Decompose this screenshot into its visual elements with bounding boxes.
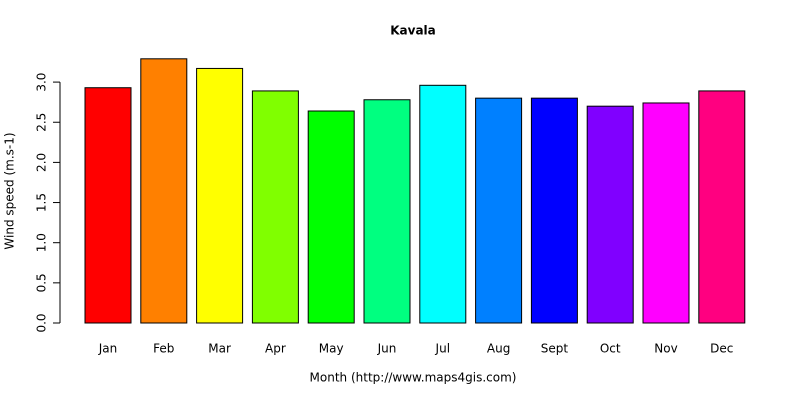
bar [530,97,578,324]
x-tick-label: Jul [435,342,450,356]
bar [419,84,467,324]
bar [698,90,746,324]
y-tick-label: 2.5 [35,113,49,132]
x-tick-label: Aug [487,342,510,356]
y-axis-label: Wind speed (m.s-1) [3,132,17,249]
bar [307,110,355,324]
bar [140,58,188,324]
x-tick-label: Mar [208,342,231,356]
y-tick-label: 1.0 [35,233,49,252]
y-tick-label: 3.0 [35,73,49,92]
x-tick-label: May [319,342,344,356]
x-tick-label: Feb [153,342,174,356]
bar [642,102,690,324]
x-tick-label: Dec [710,342,733,356]
y-tick-label: 2.0 [35,153,49,172]
x-tick-label: Jun [377,342,397,356]
x-tick-label: Oct [600,342,621,356]
x-tick-label: Nov [654,342,677,356]
x-tick-label: Apr [265,342,286,356]
bar [586,105,634,324]
y-tick-label: 0.0 [35,313,49,332]
x-tick-label: Jan [98,342,118,356]
y-tick-label: 0.5 [35,273,49,292]
chart-title: Kavala [390,24,436,38]
bar [475,97,523,324]
y-tick-label: 1.5 [35,193,49,212]
x-tick-label: Sept [541,342,569,356]
x-axis-label: Month (http://www.maps4gis.com) [310,371,517,385]
bar [363,99,411,324]
bar [84,87,132,324]
bar [251,90,299,324]
bar [196,67,244,324]
